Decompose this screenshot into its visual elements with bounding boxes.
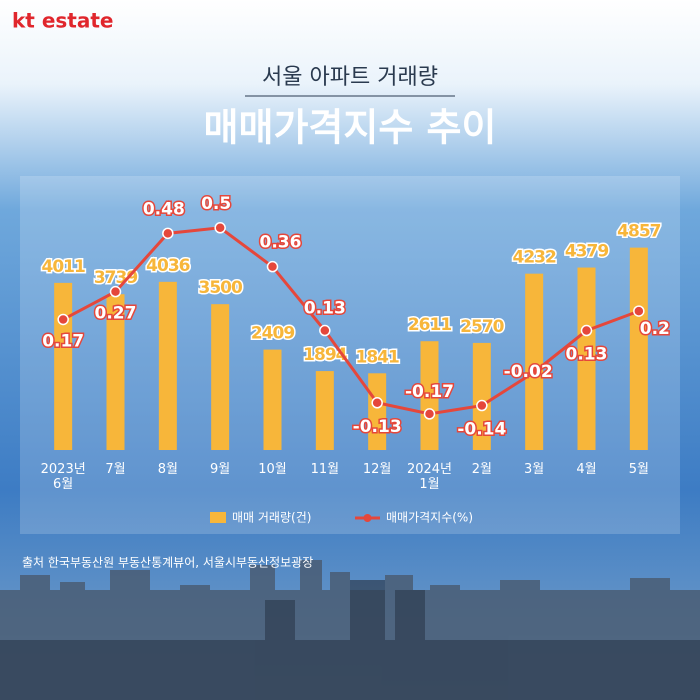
bar-value-label: 4036 bbox=[146, 256, 189, 276]
bar-value-label: 4857 bbox=[617, 222, 660, 242]
bar-value-label: 2611 bbox=[408, 315, 451, 335]
bar-value-label: 4379 bbox=[565, 242, 608, 262]
line-value-label: -0.17 bbox=[405, 382, 454, 402]
bar bbox=[368, 373, 387, 450]
line-point bbox=[528, 366, 540, 378]
line-value-label: 0.48 bbox=[143, 199, 185, 219]
line-value-label: 0.5 bbox=[201, 194, 231, 214]
bar bbox=[158, 281, 177, 450]
bar bbox=[472, 342, 491, 450]
chart-subtitle: 서울 아파트 거래량 bbox=[262, 65, 438, 90]
bar bbox=[577, 267, 596, 450]
chart-title: 매매가격지수 추이 bbox=[204, 106, 497, 150]
line-value-label: -0.14 bbox=[457, 420, 506, 440]
chart-panel bbox=[20, 176, 680, 534]
bar bbox=[315, 371, 334, 450]
bar-value-label: 2409 bbox=[251, 324, 294, 344]
logo: kt estate bbox=[12, 9, 113, 33]
bar bbox=[263, 349, 282, 450]
line-value-label: 0.27 bbox=[95, 304, 137, 324]
bar bbox=[525, 273, 544, 450]
line-value-label: 0.36 bbox=[260, 233, 302, 253]
x-tick-label: 2월 bbox=[471, 462, 492, 477]
x-tick-label: 10월 bbox=[258, 462, 287, 477]
bar bbox=[420, 341, 439, 450]
x-tick-label: 7월 bbox=[105, 462, 126, 477]
x-tick-label: 9월 bbox=[210, 462, 231, 477]
line-point bbox=[633, 305, 645, 317]
line-point bbox=[266, 260, 279, 273]
line-value-label: 0.13 bbox=[566, 345, 608, 365]
x-tick-label: 11월 bbox=[310, 462, 340, 477]
bar bbox=[211, 304, 230, 450]
x-tick-label: 3월 bbox=[524, 462, 545, 477]
line-point bbox=[476, 399, 488, 412]
bar bbox=[629, 247, 648, 450]
line-value-label: -0.02 bbox=[504, 362, 553, 382]
x-tick-label: 2023년 6월 bbox=[40, 462, 86, 492]
bar-value-label: 3500 bbox=[199, 278, 243, 298]
line-point bbox=[580, 324, 593, 337]
line-value-label: 0.2 bbox=[640, 319, 670, 339]
legend-label: 매매 거래량(건) bbox=[232, 511, 311, 525]
bar-value-label: 3739 bbox=[94, 268, 137, 288]
line bbox=[62, 226, 640, 416]
legend-swatch bbox=[210, 512, 226, 523]
x-tick-label: 2024년 1월 bbox=[406, 462, 453, 492]
line-point bbox=[214, 222, 226, 234]
bar bbox=[54, 282, 73, 450]
bar bbox=[106, 294, 125, 450]
line-value-label: -0.13 bbox=[353, 417, 402, 437]
x-tick-label: 8월 bbox=[157, 462, 178, 477]
bar-value-label: 4011 bbox=[42, 257, 85, 277]
line-value-label: 0.13 bbox=[304, 299, 346, 319]
source: 출처 한국부동산원 부동산통계뷰어, 서울시부동산정보광장 bbox=[22, 556, 313, 570]
city-foreground bbox=[0, 580, 700, 700]
line-point bbox=[371, 397, 383, 409]
line-point bbox=[109, 285, 122, 298]
line-point bbox=[423, 408, 436, 420]
bar-value-label: 1841 bbox=[356, 347, 399, 367]
legend-label: 매매가격지수(%) bbox=[386, 511, 473, 525]
legend-swatch bbox=[363, 514, 372, 522]
x-tick-label: 5월 bbox=[628, 462, 649, 477]
bar-value-label: 2570 bbox=[460, 317, 504, 337]
x-tick-label: 4월 bbox=[576, 462, 597, 477]
line-point bbox=[319, 324, 331, 337]
line-value-label: 0.17 bbox=[42, 331, 84, 351]
line-point bbox=[57, 313, 69, 326]
bar-value-label: 4232 bbox=[513, 248, 556, 268]
x-tick-label: 12월 bbox=[362, 462, 392, 477]
line-point bbox=[162, 227, 174, 240]
